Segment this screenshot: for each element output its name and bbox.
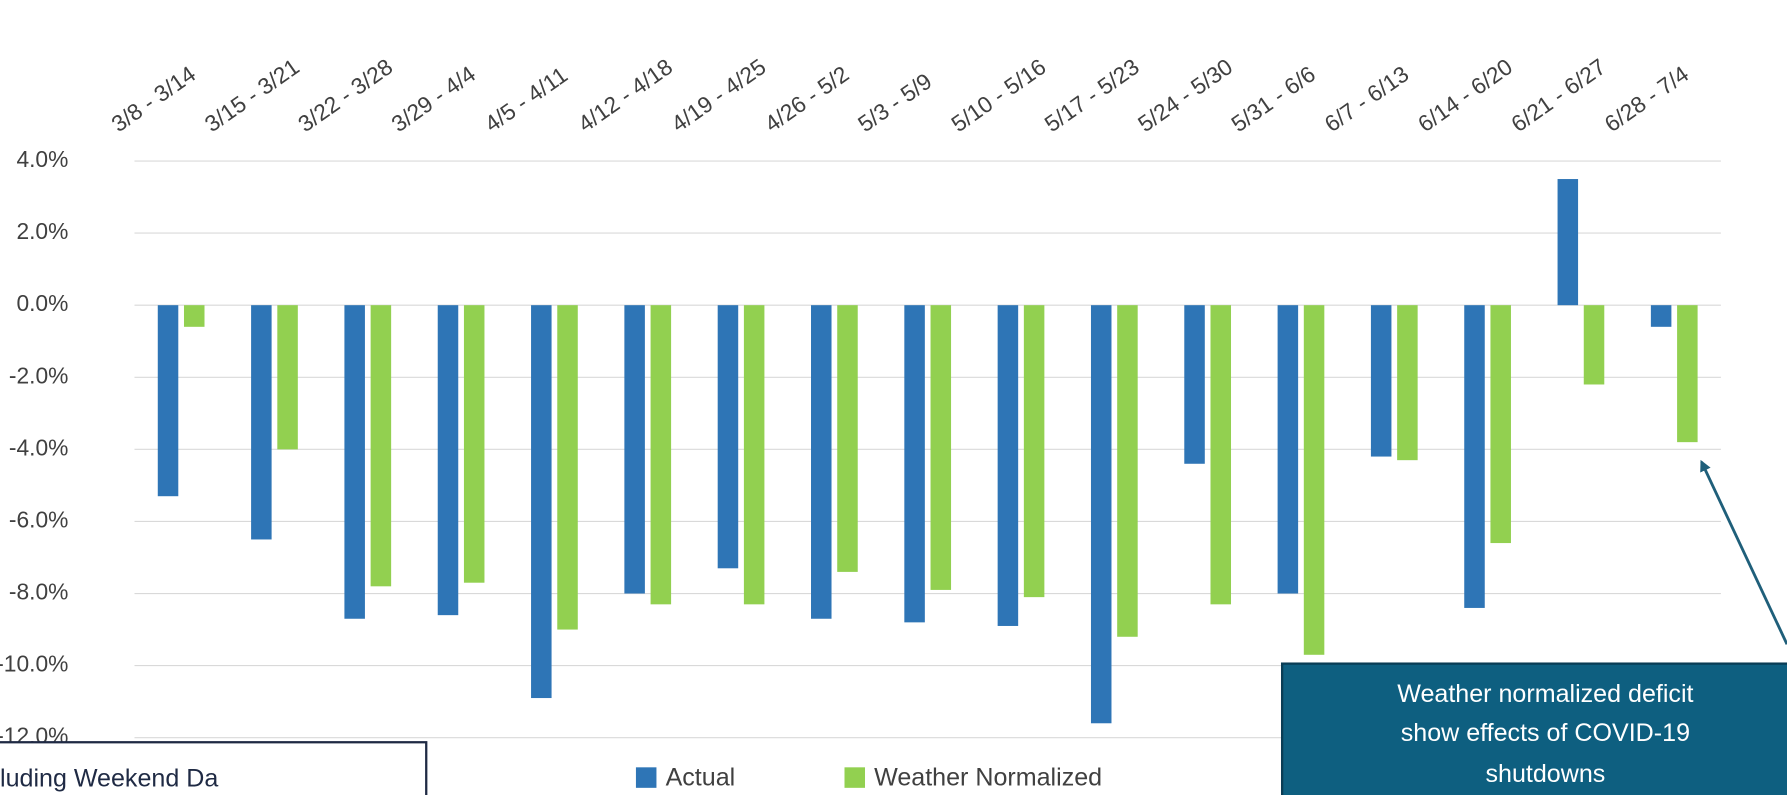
legend-label: Weather Normalized bbox=[874, 763, 1102, 791]
bar bbox=[997, 305, 1019, 626]
bar bbox=[650, 305, 672, 605]
bars bbox=[157, 179, 1698, 724]
bar bbox=[743, 305, 765, 605]
bar bbox=[531, 305, 552, 699]
x-tick-label: 5/10 - 5/16 bbox=[946, 53, 1050, 137]
bar bbox=[157, 305, 179, 497]
y-tick-label: -10.0% bbox=[0, 651, 68, 677]
bar bbox=[1490, 305, 1511, 544]
bar bbox=[1090, 305, 1112, 724]
x-tick-label: 5/31 - 6/6 bbox=[1226, 60, 1320, 137]
bar bbox=[463, 305, 485, 583]
bar bbox=[370, 305, 392, 587]
bar bbox=[1397, 305, 1418, 461]
x-tick-label: 4/19 - 4/25 bbox=[666, 53, 770, 137]
bar bbox=[557, 305, 578, 630]
bar bbox=[344, 305, 365, 619]
x-tick-label: 3/22 - 3/28 bbox=[293, 53, 397, 137]
bar bbox=[1464, 305, 1485, 608]
annotation-text: Weather normalized deficit bbox=[1397, 680, 1693, 708]
x-tick-label: 3/8 - 3/14 bbox=[106, 60, 200, 137]
x-tick-label: 5/24 - 5/30 bbox=[1133, 53, 1237, 137]
x-tick-label: 4/26 - 5/2 bbox=[760, 60, 854, 137]
bar bbox=[837, 305, 858, 572]
y-tick-label: 0.0% bbox=[16, 290, 68, 316]
bar bbox=[1583, 305, 1605, 385]
legend-swatch bbox=[844, 767, 866, 788]
annotation-arrow bbox=[1700, 459, 1787, 645]
bar bbox=[811, 305, 832, 619]
annotation-text: shutdowns bbox=[1485, 760, 1605, 788]
legend-label: Actual bbox=[666, 763, 736, 791]
bar bbox=[904, 305, 925, 623]
y-tick-label: 2.0% bbox=[16, 218, 68, 244]
bar bbox=[1184, 305, 1205, 464]
annotation-box bbox=[1280, 662, 1787, 795]
y-tick-label: -2.0% bbox=[9, 362, 69, 388]
y-tick-label: -4.0% bbox=[9, 434, 69, 460]
note-text: luding Weekend Da bbox=[0, 764, 218, 792]
y-tick-label: 4.0% bbox=[16, 146, 68, 172]
bar bbox=[1117, 305, 1138, 637]
bar bbox=[1677, 305, 1698, 443]
bar bbox=[183, 305, 205, 327]
bar bbox=[1023, 305, 1045, 598]
x-tick-label: 6/14 - 6/20 bbox=[1413, 53, 1517, 137]
bar bbox=[437, 305, 459, 616]
x-tick-label: 5/17 - 5/23 bbox=[1040, 53, 1144, 137]
bar bbox=[930, 305, 952, 590]
note-box bbox=[0, 741, 428, 795]
x-tick-label: 6/28 - 7/4 bbox=[1600, 60, 1694, 137]
bar bbox=[624, 305, 645, 594]
x-tick-label: 6/21 - 6/27 bbox=[1506, 53, 1610, 137]
bar bbox=[251, 305, 272, 540]
y-tick-label: -6.0% bbox=[9, 506, 69, 532]
x-tick-label: 4/5 - 4/11 bbox=[480, 61, 572, 137]
x-tick-label: 6/7 - 6/13 bbox=[1320, 60, 1414, 137]
grid: 4.0%2.0%0.0%-2.0%-4.0%-6.0%-8.0%-10.0%-1… bbox=[0, 146, 1721, 749]
bar bbox=[1557, 179, 1579, 306]
annotation-text: show effects of COVID-19 bbox=[1401, 719, 1690, 747]
legend-swatch bbox=[635, 767, 657, 788]
x-tick-label: 3/29 - 4/4 bbox=[386, 60, 480, 137]
bar bbox=[1210, 305, 1232, 605]
bar bbox=[277, 305, 298, 450]
x-tick-label: 5/3 - 5/9 bbox=[853, 68, 936, 137]
x-tick-label: 4/12 - 4/18 bbox=[573, 53, 677, 137]
x-tick-label: 3/15 - 3/21 bbox=[200, 53, 304, 137]
bar bbox=[1303, 305, 1325, 655]
bar bbox=[1650, 305, 1672, 327]
bar bbox=[1370, 305, 1392, 457]
bar bbox=[717, 305, 739, 569]
bar bbox=[1277, 305, 1299, 594]
y-tick-label: -8.0% bbox=[9, 579, 69, 605]
